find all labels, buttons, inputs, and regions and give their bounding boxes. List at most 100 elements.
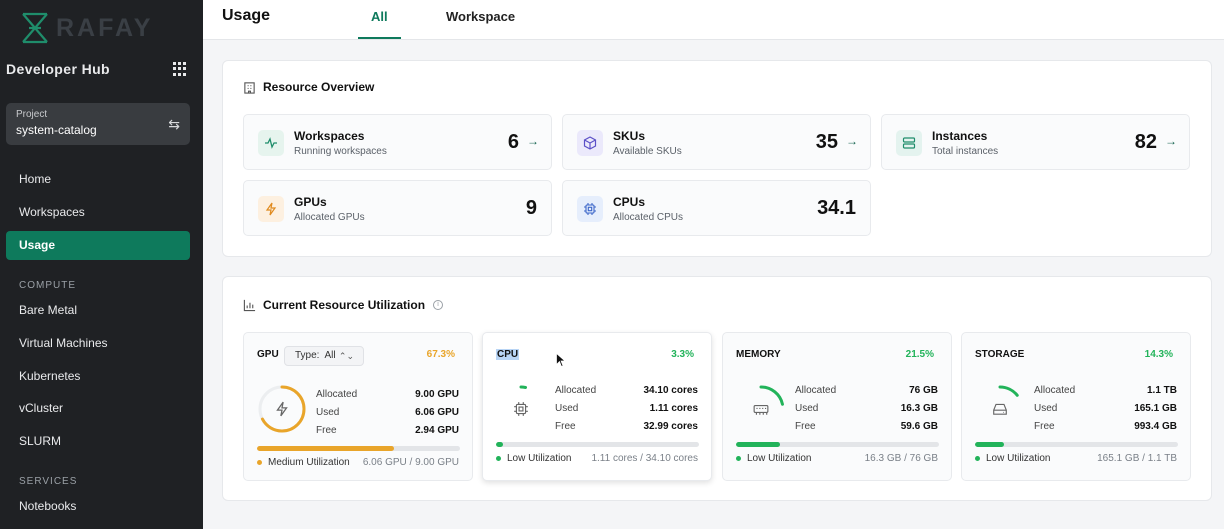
type-select[interactable]: Type: All ⌃⌄ <box>284 346 364 366</box>
utilization-bar-fill <box>257 446 394 451</box>
utilization-bar-fill <box>496 442 503 447</box>
utilization-status: Low Utilization <box>736 453 811 464</box>
allocated-label: Allocated <box>795 385 837 396</box>
utilization-gauge <box>737 385 785 433</box>
stat-title: Instances <box>932 129 988 143</box>
arrow-right-icon[interactable]: → <box>527 134 539 148</box>
resource-overview-title-text: Resource Overview <box>263 80 375 94</box>
info-icon[interactable]: i <box>433 300 444 310</box>
stat-card-instances[interactable]: Instances Total instances 82 → <box>881 114 1190 170</box>
util-percent: 21.5% <box>905 349 934 360</box>
section-label-services: SERVICES <box>19 476 78 487</box>
allocated-value: 1.1 TB <box>1146 385 1177 396</box>
swap-icon[interactable]: ⇆ <box>168 116 180 132</box>
free-value: 59.6 GB <box>900 421 938 432</box>
free-label: Free <box>316 425 337 436</box>
free-value: 32.99 cores <box>643 421 699 432</box>
stat-value: 6 <box>507 131 519 153</box>
util-percent: 14.3% <box>1144 349 1173 360</box>
disk-icon <box>975 384 1025 434</box>
logo-text: RAFAY <box>56 13 154 42</box>
used-label: Used <box>316 407 340 418</box>
allocated-label: Allocated <box>316 389 358 400</box>
used-label: Used <box>795 403 819 414</box>
building-icon <box>244 81 255 94</box>
memory-icon <box>736 384 786 434</box>
util-name: MEMORY <box>736 349 781 360</box>
lightning-icon <box>257 384 307 434</box>
utilization-gauge <box>258 385 306 433</box>
util-card-cpu[interactable]: CPU 3.3% Allocated 34.10 cores Used 1.11… <box>482 332 712 481</box>
util-name: GPU <box>257 349 279 360</box>
stat-title: SKUs <box>613 129 646 143</box>
server-icon <box>896 130 922 156</box>
sidebar-item-bare-metal[interactable]: Bare Metal <box>19 303 78 317</box>
apps-grid-icon[interactable] <box>173 62 187 76</box>
util-card-memory[interactable]: MEMORY 21.5% Allocated 76 GB Used 16.3 G… <box>722 332 952 481</box>
chart-icon <box>243 299 256 311</box>
used-value: 1.11 cores <box>649 403 698 414</box>
arrow-right-icon[interactable]: → <box>846 134 858 148</box>
sidebar-item-notebooks[interactable]: Notebooks <box>19 499 77 513</box>
stat-value: 82 <box>1134 131 1157 153</box>
util-card-gpu[interactable]: GPU Type: All ⌃⌄ 67.3% Allocated 9.00 GP… <box>243 332 473 481</box>
status-dot <box>736 456 741 461</box>
stat-card-skus[interactable]: SKUs Available SKUs 35 → <box>562 114 871 170</box>
stat-subtitle: Running workspaces <box>294 146 387 157</box>
sidebar-item-workspaces[interactable]: Workspaces <box>19 205 85 219</box>
utilization-bar-fill <box>736 442 780 447</box>
allocated-value: 34.10 cores <box>643 385 699 396</box>
stat-title: GPUs <box>294 195 327 209</box>
sidebar: RAFAY Developer Hub Project system-catal… <box>0 0 203 529</box>
utilization-summary: 16.3 GB / 76 GB <box>864 453 938 464</box>
utilization-status: Low Utilization <box>975 453 1050 464</box>
status-dot <box>257 460 262 465</box>
sidebar-item-vcluster[interactable]: vCluster <box>19 401 64 415</box>
sidebar-item-home[interactable]: Home <box>19 172 52 186</box>
stat-card-workspaces[interactable]: Workspaces Running workspaces 6 → <box>243 114 552 170</box>
utilization-status: Low Utilization <box>496 453 571 464</box>
chip-icon <box>496 384 546 434</box>
used-value: 16.3 GB <box>900 403 938 414</box>
tab-all[interactable]: All <box>371 9 388 24</box>
lightning-icon <box>258 196 284 222</box>
stat-subtitle: Allocated GPUs <box>294 212 365 223</box>
page-title: Usage <box>222 7 271 24</box>
utilization-bar-fill <box>975 442 1005 447</box>
project-value: system-catalog <box>16 123 97 137</box>
free-value: 993.4 GB <box>1134 421 1177 432</box>
util-percent: 67.3% <box>426 349 455 360</box>
utilization-gauge <box>976 385 1024 433</box>
active-tab-indicator <box>358 37 401 39</box>
resource-utilization-panel: Current Resource Utilization i GPU Type:… <box>222 276 1212 501</box>
util-name: CPU <box>496 349 520 360</box>
stat-value: 35 <box>815 131 838 153</box>
utilization-summary: 1.11 cores / 34.10 cores <box>591 453 698 464</box>
resource-overview-panel: Resource Overview Workspaces Running wor… <box>222 60 1212 257</box>
stat-card-cpus: CPUs Allocated CPUs 34.1 <box>562 180 871 236</box>
rafay-logo-icon <box>22 12 48 44</box>
status-text: Low Utilization <box>986 453 1051 464</box>
section-label-compute: COMPUTE <box>19 280 76 291</box>
util-percent: 3.3% <box>671 349 694 360</box>
project-switcher[interactable]: Project system-catalog ⇆ <box>6 103 190 145</box>
sidebar-item-usage[interactable]: Usage <box>6 231 190 260</box>
status-dot <box>975 456 980 461</box>
stat-value: 34.1 <box>817 197 856 219</box>
stat-subtitle: Available SKUs <box>613 146 682 157</box>
chip-icon <box>577 196 603 222</box>
stat-subtitle: Total instances <box>932 146 999 157</box>
used-value: 6.06 GPU <box>415 407 459 418</box>
mouse-cursor-icon <box>556 353 565 367</box>
activity-icon <box>258 130 284 156</box>
rafay-logo[interactable]: RAFAY <box>20 10 160 46</box>
arrow-right-icon[interactable]: → <box>1165 134 1177 148</box>
util-card-storage[interactable]: STORAGE 14.3% Allocated 1.1 TB Used 165.… <box>961 332 1191 481</box>
status-dot <box>496 456 501 461</box>
sidebar-item-kubernetes[interactable]: Kubernetes <box>19 369 81 383</box>
sidebar-item-slurm[interactable]: SLURM <box>19 434 62 448</box>
utilization-summary: 6.06 GPU / 9.00 GPU <box>362 457 459 468</box>
sidebar-item-virtual-machines[interactable]: Virtual Machines <box>19 336 108 350</box>
tab-workspace[interactable]: Workspace <box>446 9 516 24</box>
stat-subtitle: Allocated CPUs <box>613 212 684 223</box>
